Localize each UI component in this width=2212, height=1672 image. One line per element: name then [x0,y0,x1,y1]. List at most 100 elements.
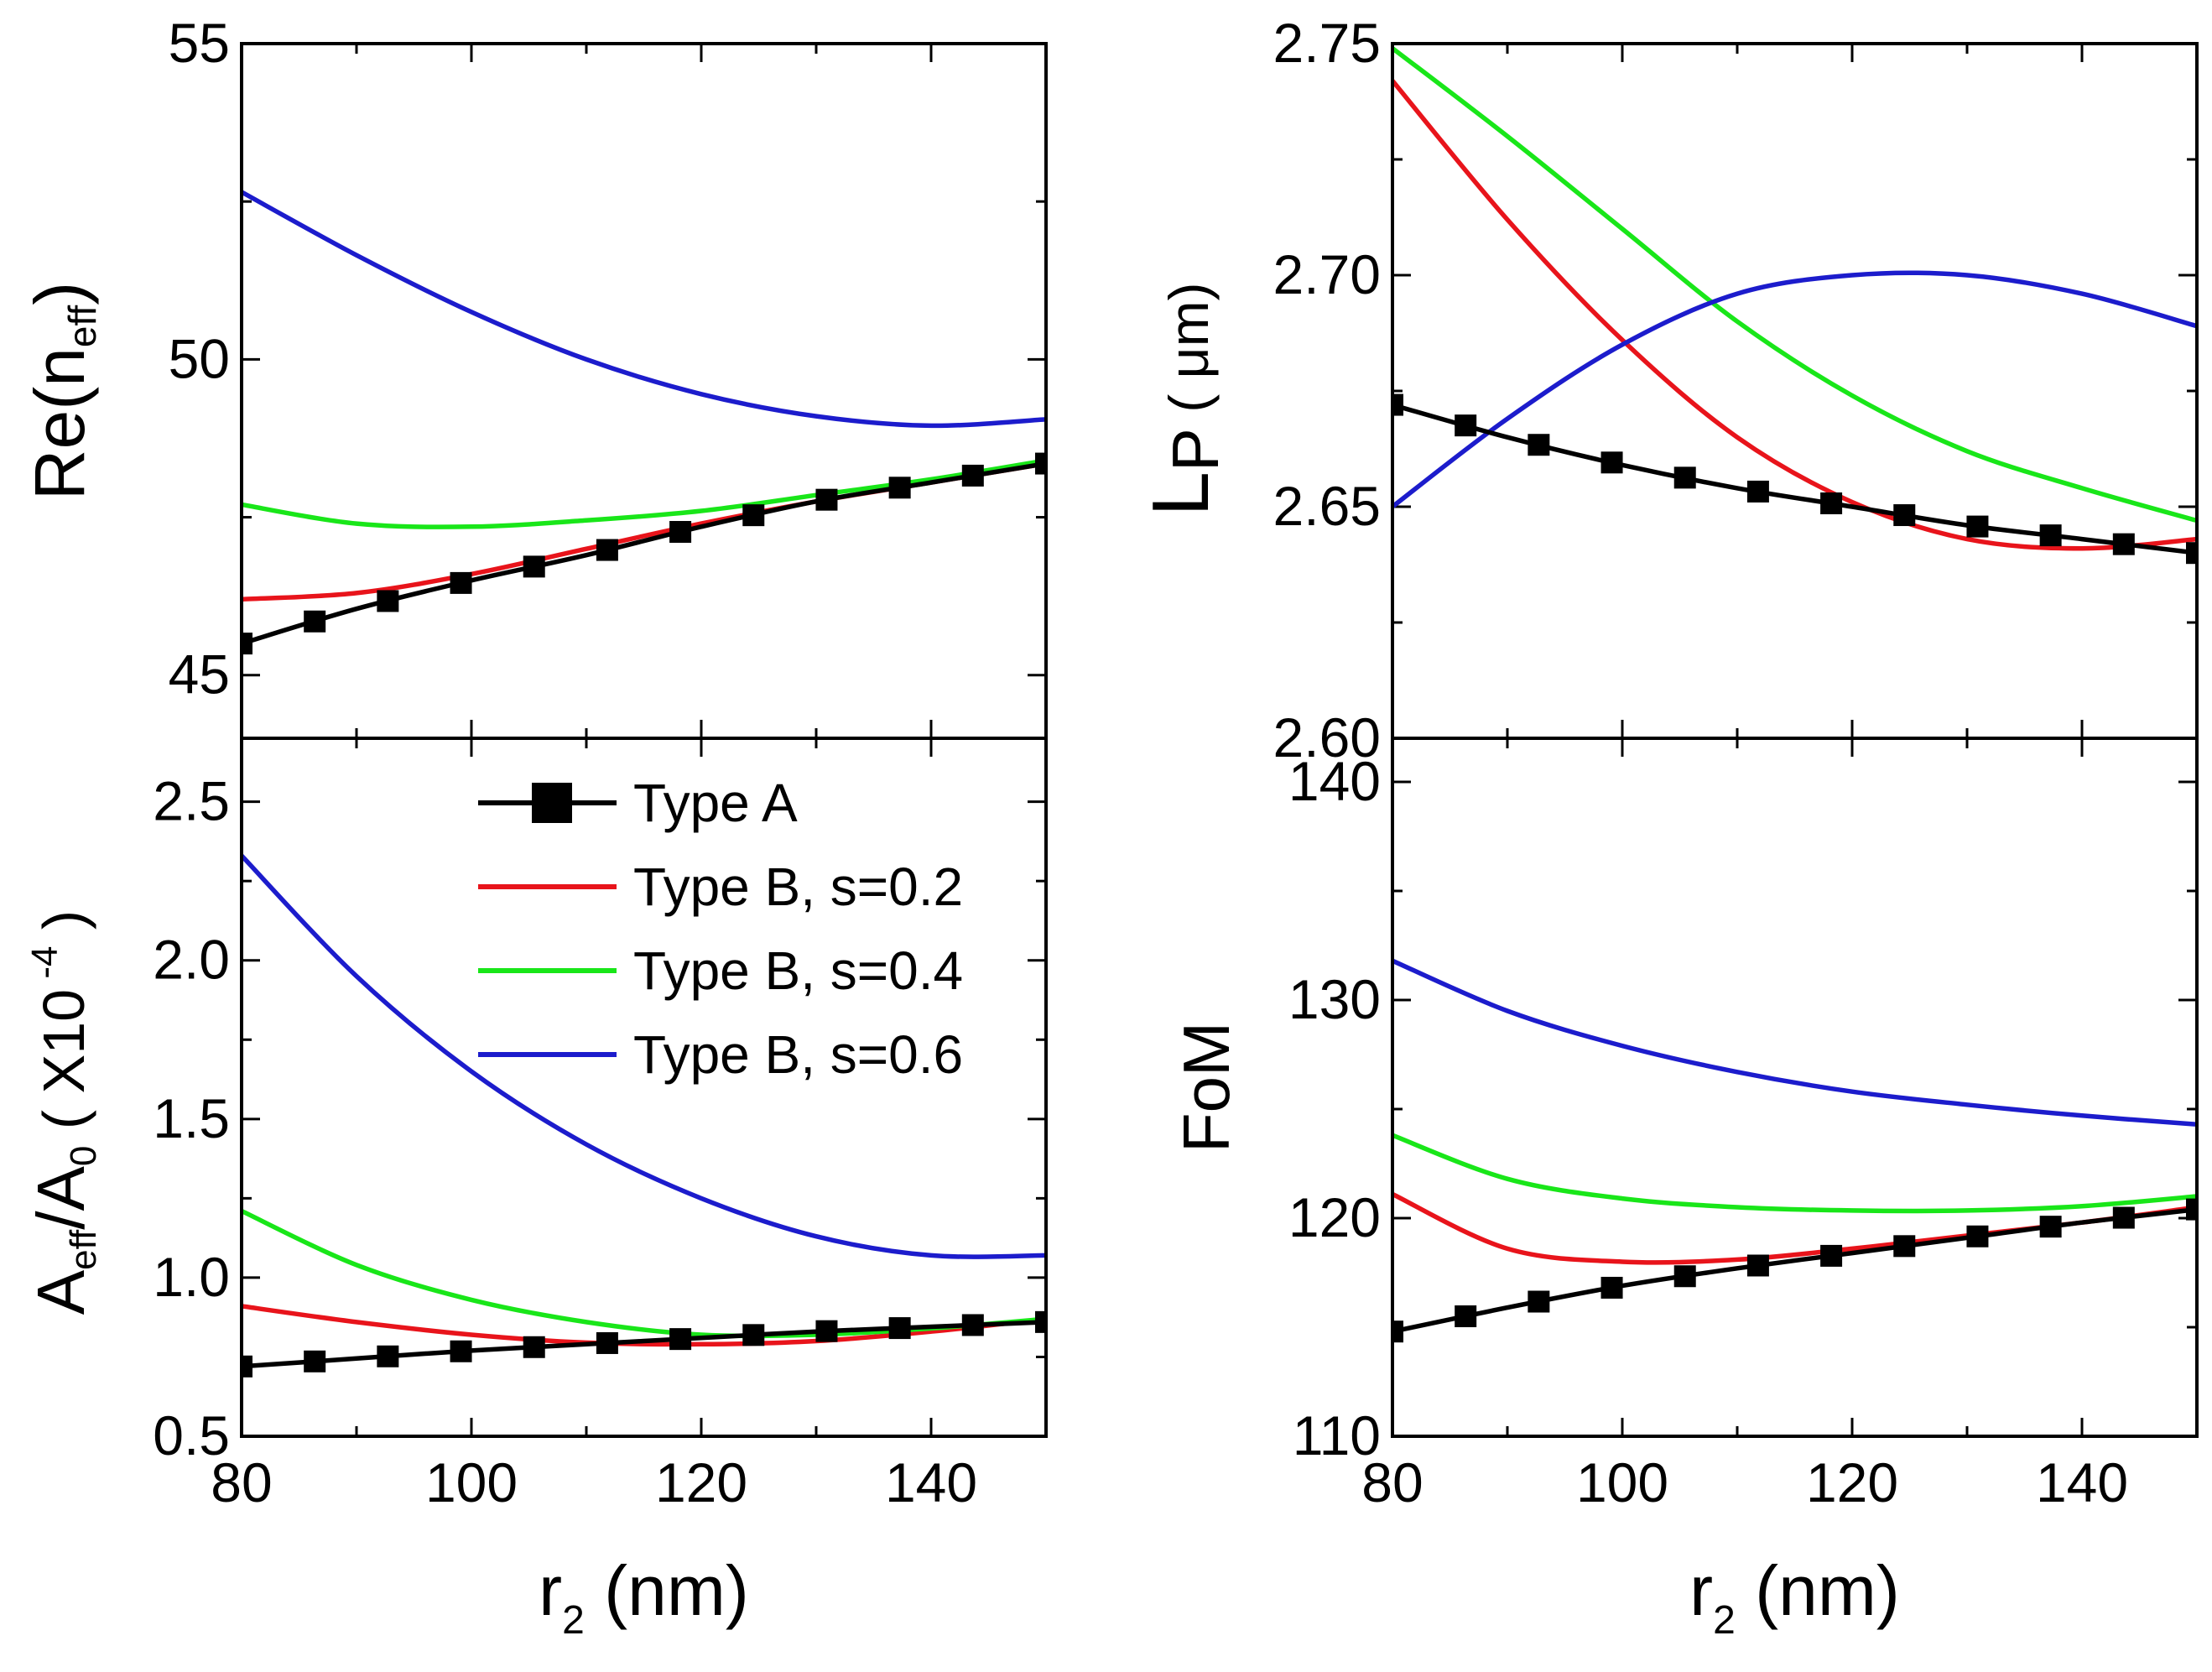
lp-series-type-a [1392,402,2197,555]
lp-type-a-marker [1600,451,1623,474]
lp-series-type-b-s-0-4 [1392,46,2197,523]
fom-type-a-marker [1746,1254,1769,1277]
fom-series-type-b-s-0-4 [1392,1133,2197,1214]
lp-type-a-marker [1528,434,1550,456]
fom-xtick-label: 80 [1361,1451,1423,1513]
fom-ytick-label: 140 [1288,750,1381,812]
fom-type-a-marker [1455,1305,1477,1327]
aeff-type-a-marker [377,1345,399,1367]
legend: Type A Type B, s=0.2 Type B, s=0.4 Type B, … [478,773,963,1085]
lp-ylabel: LP ( μm) [1136,282,1232,516]
fom-type-a-marker [1528,1290,1550,1313]
neff-type-a-marker [377,590,399,612]
aeff-xtick-label: 140 [885,1451,977,1513]
legend-label: Type A [633,773,798,833]
fom-series-type-a [1392,1206,2197,1334]
fom-ylabel: FoM [1169,1022,1243,1153]
aeff-ylabel: Aeff/A0 ( X10 -4 ) [23,910,104,1315]
aeff-ytick-label: 1.0 [153,1246,230,1308]
fom-type-a-marker [1673,1265,1696,1288]
legend-item-type-b-s-0-4: Type B, s=0.4 [478,940,963,1001]
neff-ylabel: Re(neff) [20,282,104,500]
aeff-type-a-marker [669,1328,692,1351]
aeff-xtick-label: 80 [211,1451,272,1513]
lp-type-a-marker [2112,533,2135,555]
neff-axes-frame [240,42,1048,740]
lp-type-a-marker [1392,393,1403,416]
panel-neff: 45 50 55 Re(neff) [20,12,1048,740]
neff-type-a-marker [242,633,252,655]
aeff-series-type-b-s-0-6 [242,854,1046,1259]
neff-type-a-marker [742,504,765,527]
legend-item-type-b-s-0-2: Type B, s=0.2 [478,857,963,917]
neff-type-a-marker [888,477,911,499]
neff-ytick-label: 50 [169,327,230,389]
lp-series-type-b-s-0-6 [1392,270,2197,509]
neff-type-a-marker [669,520,692,543]
neff-type-a-marker [304,610,326,633]
aeff-type-a-marker [450,1340,472,1362]
aeff-type-a-marker [888,1317,911,1340]
lp-ytick-label: 2.65 [1273,475,1381,537]
lp-axes-frame [1391,42,2199,740]
legend-label: Type B, s=0.6 [633,1024,963,1085]
lp-type-a-marker [1455,414,1477,437]
aeff-ytick-label: 2.5 [153,770,230,832]
fom-xtick-label: 100 [1576,1451,1668,1513]
aeff-ytick-label: 2.0 [153,929,230,991]
lp-type-a-marker [2186,542,2197,565]
aeff-ytick-label: 0.5 [153,1404,230,1466]
lp-ytick-label: 2.70 [1273,243,1381,305]
neff-type-a-marker [523,555,545,578]
legend-marker [532,783,572,823]
lp-type-a-marker [1820,492,1843,514]
aeff-xtick-label: 100 [425,1451,518,1513]
fom-xtick-label: 140 [2036,1451,2128,1513]
aeff-ytick-label: 1.5 [153,1087,230,1149]
fom-axes-frame [1391,737,2199,1438]
aeff-type-a-marker [815,1320,838,1342]
aeff-type-a-marker [961,1314,984,1336]
lp-ytick-label: 2.75 [1273,12,1381,74]
aeff-type-a-marker [596,1331,618,1354]
lp-type-a-marker [1673,466,1696,489]
lp-type-a-marker [1746,480,1769,503]
neff-type-a-marker [596,539,618,561]
panel-aeff: 0.5 1.0 1.5 2.0 2.5 80 100 120 140 Aeff/A0 ( X10 … [23,737,1048,1643]
aeff-series-type-a [242,1320,1046,1369]
neff-type-a-marker [450,571,472,594]
fom-xtick-label: 120 [1806,1451,1898,1513]
neff-series-type-b-s-0-6 [242,190,1046,429]
aeff-type-a-marker [304,1350,326,1372]
neff-type-a-marker [961,464,984,487]
aeff-axes-frame [240,737,1048,1438]
fom-type-a-marker [1600,1276,1623,1299]
aeff-type-a-marker [523,1336,545,1358]
lp-ytick-label: 2.60 [1273,706,1381,768]
aeff-series-type-b-s-0-2 [242,1304,1046,1347]
fom-xlabel: r2 (nm) [1689,1551,1900,1643]
lp-type-a-marker [2039,524,2062,547]
lp-type-a-marker [1893,504,1916,527]
aeff-series-type-b-s-0-4 [242,1209,1046,1339]
aeff-type-a-marker [242,1355,252,1378]
neff-ytick-label: 55 [169,12,230,74]
fom-type-a-marker [1893,1235,1916,1258]
aeff-xtick-label: 120 [655,1451,747,1513]
fom-series-type-b-s-0-6 [1392,958,2197,1127]
fom-ytick-label: 110 [1293,1404,1381,1466]
neff-ytick-label: 45 [169,643,230,706]
lp-type-a-marker [1966,515,1989,538]
panels: 45 50 55 Re(neff) 2.60 2.65 2.70 2.75 LP ( μm) 0.… [20,12,2199,1643]
fom-ytick-label: 130 [1288,968,1381,1030]
legend-item-type-b-s-0-6: Type B, s=0.6 [478,1024,963,1085]
panel-lp: 2.60 2.65 2.70 2.75 LP ( μm) [1136,12,2199,768]
lp-series-type-b-s-0-2 [1392,79,2197,551]
legend-label: Type B, s=0.2 [633,857,963,917]
aeff-xlabel: r2 (nm) [539,1551,749,1643]
neff-series-type-b-s-0-4 [242,458,1046,529]
neff-series-type-a [242,461,1046,646]
aeff-type-a-marker [1035,1310,1046,1333]
fom-type-a-marker [2112,1206,2135,1229]
